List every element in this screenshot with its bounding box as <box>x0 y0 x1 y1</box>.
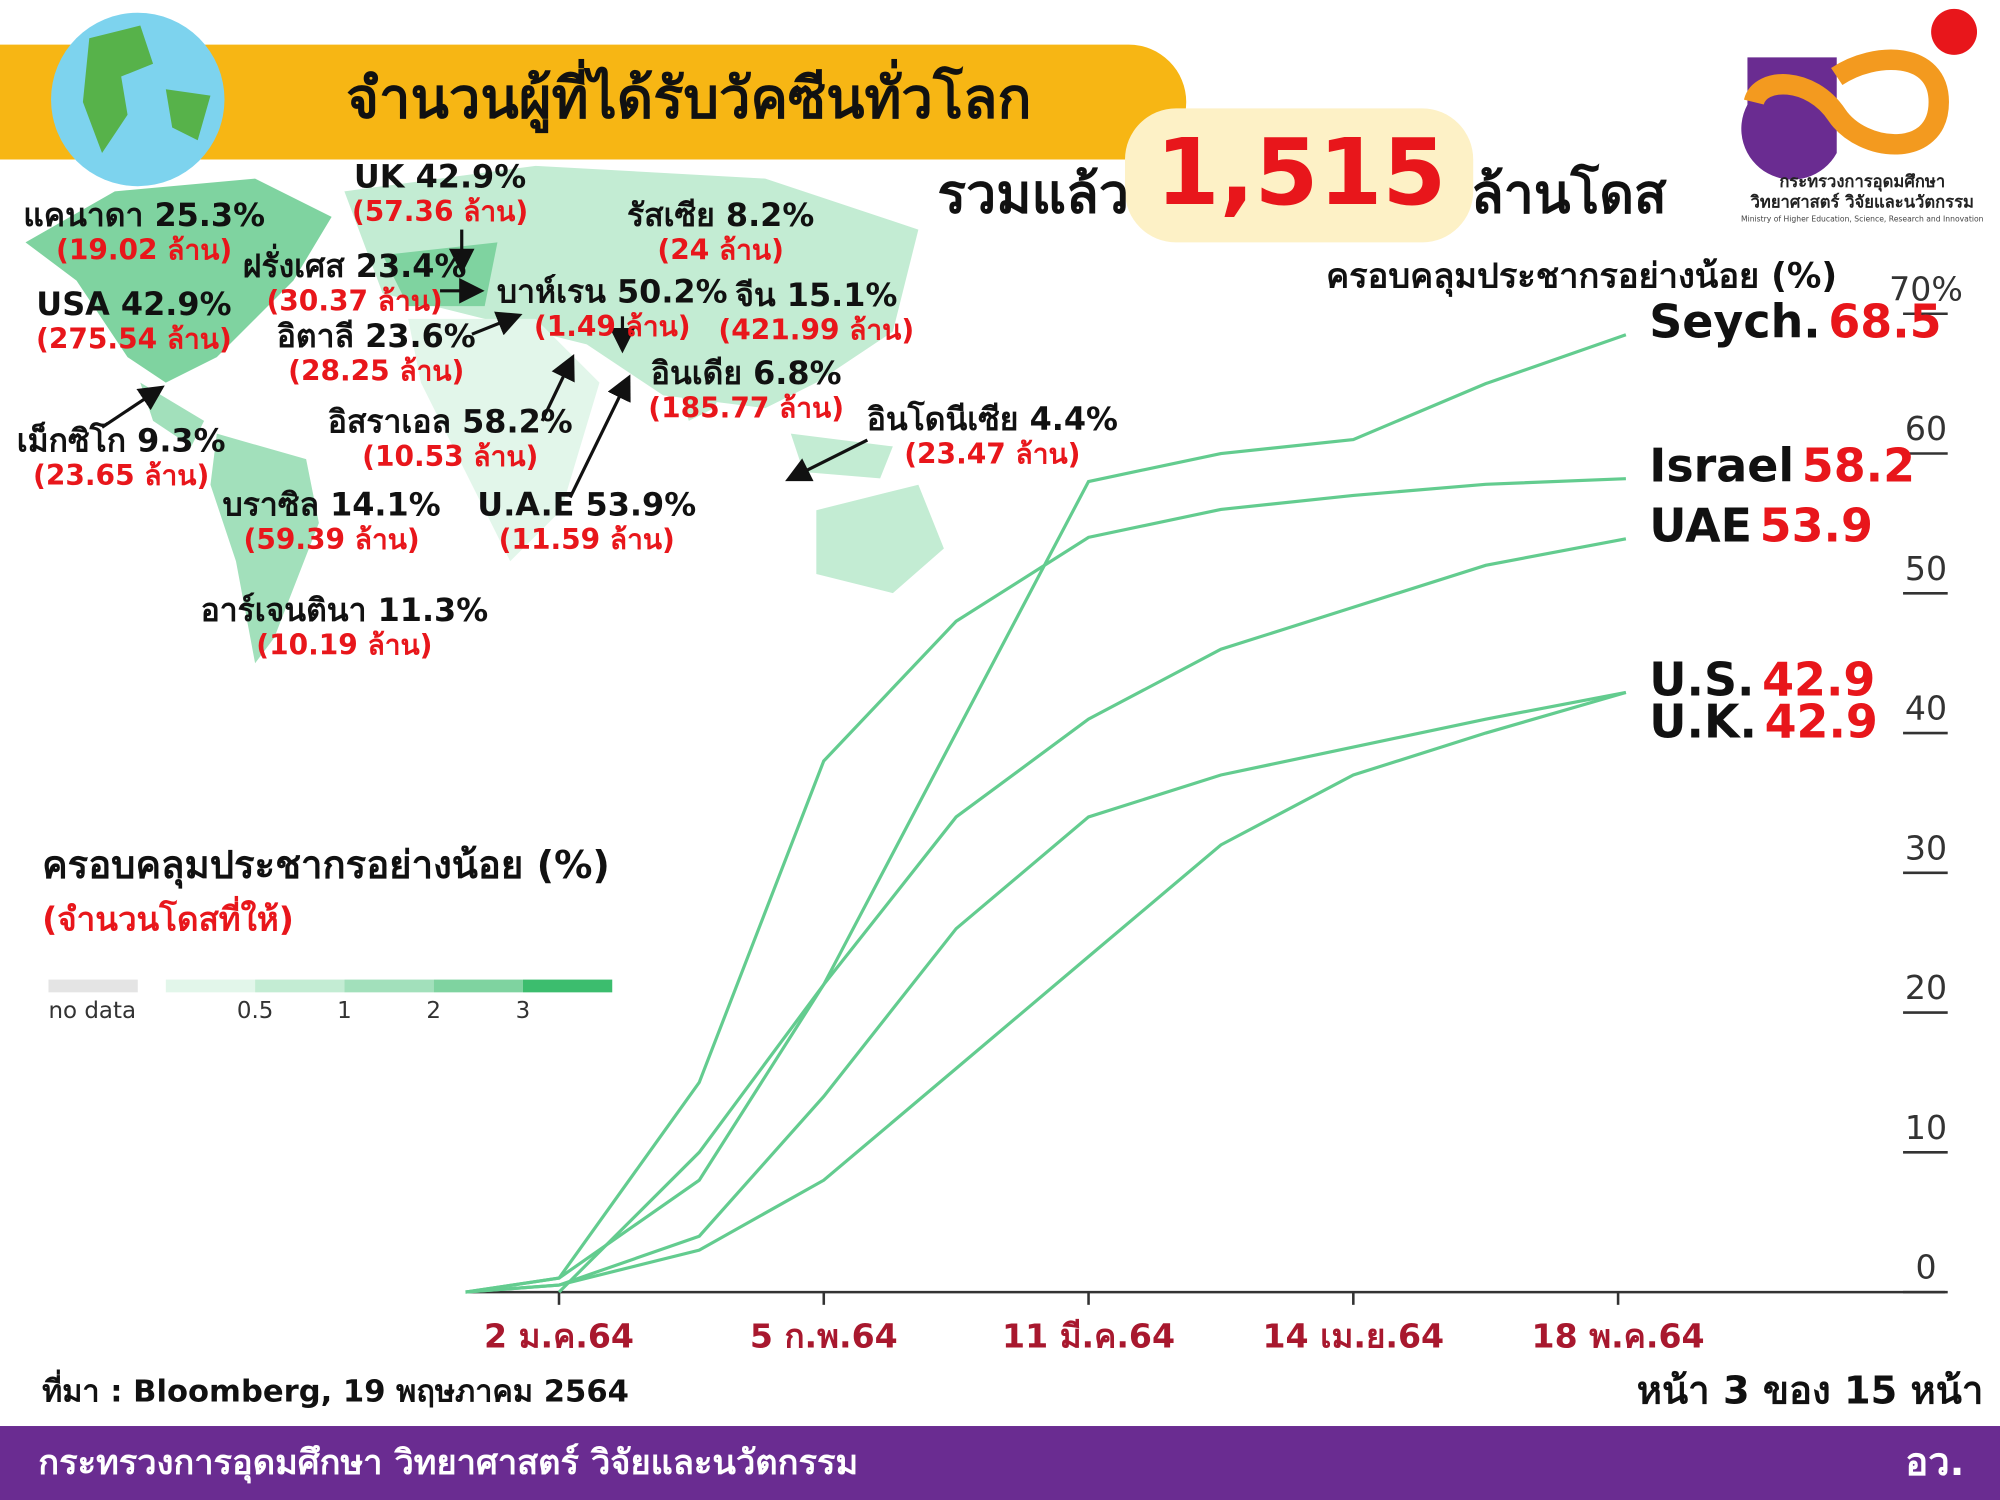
map-amount: (57.36 ล้าน) <box>352 195 528 228</box>
map-amount: (23.47 ล้าน) <box>904 437 1080 470</box>
map-label: อาร์เจนตินา 11.3% <box>201 591 489 629</box>
map-amount: (10.19 ล้าน) <box>256 629 432 662</box>
x-tick-label: 11 มี.ค.64 <box>1002 1317 1175 1356</box>
series-name: U.K. <box>1649 694 1757 748</box>
map-label: บาห์เรน 50.2% <box>497 272 728 310</box>
x-tick-label: 2 ม.ค.64 <box>484 1317 634 1356</box>
legend-tick-label: 1 <box>337 998 352 1024</box>
map-label: แคนาดา 25.3% <box>23 196 265 234</box>
series-line <box>465 690 1627 1294</box>
ministry: กระทรวงการอุดมศึกษา วิทยาศาสตร์ วิจัยและ… <box>38 1443 858 1484</box>
y-tick-label: 50 <box>1905 549 1947 588</box>
map-amount: (421.99 ล้าน) <box>718 314 914 347</box>
y-tick-label: 10 <box>1905 1108 1947 1147</box>
series-end-value: 58.2 <box>1802 438 1915 492</box>
logo <box>1741 8 1978 180</box>
map-label: อินเดีย 6.8% <box>651 354 842 392</box>
map-amount: (10.53 ล้าน) <box>362 440 538 473</box>
legend-tick-label: 0.5 <box>237 998 273 1024</box>
footer-band <box>0 1426 2000 1500</box>
series-line <box>465 537 1627 1294</box>
map-amount: (1.49 ล้าน) <box>534 310 691 343</box>
series-label: U.K. 42.9 <box>1649 694 1878 748</box>
legend-no-data-label: no data <box>48 998 136 1024</box>
series-label: U.S. 42.9 <box>1649 652 1875 706</box>
map-label: ฝรั่งเศส 23.4% <box>243 243 467 285</box>
map-amount: (185.77 ล้าน) <box>648 391 844 424</box>
page-number: หน้า 3 ของ 15 หน้า <box>1637 1368 1984 1413</box>
legend-tick-label: 2 <box>426 998 441 1024</box>
map-amount: (275.54 ล้าน) <box>36 323 232 356</box>
x-tick-label: 5 ก.พ.64 <box>750 1317 898 1356</box>
map-label: U.A.E 53.9% <box>477 485 696 523</box>
legend-swatch <box>344 979 434 993</box>
map-amount: (23.65 ล้าน) <box>33 459 209 492</box>
series-label: Israel 58.2 <box>1649 438 1915 492</box>
header-band <box>0 44 1187 160</box>
logo-text: วิทยาศาสตร์ วิจัยและนวัตกรรม <box>1750 192 1974 211</box>
series-label: Seych. 68.5 <box>1649 294 1941 348</box>
title: จำนวนผู้ที่ได้รับวัคซีนทั่วโลก <box>346 59 1031 134</box>
series-line <box>557 333 1627 1294</box>
map-amount: (30.37 ล้าน) <box>266 284 442 317</box>
total-box <box>1125 108 1474 243</box>
legend-swatch <box>433 979 523 993</box>
map-amount: (28.25 ล้าน) <box>288 354 464 387</box>
series-name: UAE <box>1649 498 1752 552</box>
y-axis-label: ครอบคลุมประชากรอย่างน้อย (%) <box>1326 257 1837 298</box>
series-name: U.S. <box>1649 652 1754 706</box>
series-end-value: 53.9 <box>1760 498 1873 552</box>
ministry-abbr: อว. <box>1905 1440 1964 1485</box>
map-label: อิตาลี 23.6% <box>277 317 476 355</box>
x-tick-label: 14 เม.ย.64 <box>1262 1317 1444 1356</box>
y-tick-label: 20 <box>1905 968 1947 1007</box>
map-label: UK 42.9% <box>354 158 526 196</box>
logo-text: กระทรวงการอุดมศึกษา <box>1779 172 1945 192</box>
y-tick-label: 40 <box>1905 689 1947 728</box>
map-amount: (19.02 ล้าน) <box>56 233 232 266</box>
legend-swatch <box>165 979 256 993</box>
total: 1,515 <box>1156 119 1446 226</box>
map-label: USA 42.9% <box>36 285 231 323</box>
series-name: Seych. <box>1649 294 1820 348</box>
legend-tick-label: 3 <box>516 998 531 1024</box>
series-name: Israel <box>1649 438 1794 492</box>
series-label: UAE 53.9 <box>1649 498 1873 552</box>
map-amount: (11.59 ล้าน) <box>499 523 675 556</box>
series-line <box>465 690 1627 1294</box>
map-amount: (24 ล้าน) <box>657 233 784 266</box>
map-label: เม็กซิโก 9.3% <box>17 421 226 460</box>
legend-subtitle: (จำนวนโดสที่ให้) <box>42 895 294 938</box>
y-tick-label: 60 <box>1905 409 1947 448</box>
logo-text: Ministry of Higher Education, Science, R… <box>1741 214 1984 223</box>
map-amount: (59.39 ล้าน) <box>244 523 420 556</box>
legend-title: ครอบคลุมประชากรอย่างน้อย (%) <box>42 843 610 889</box>
x-tick-label: 18 พ.ค.64 <box>1532 1317 1705 1356</box>
map-arrows <box>101 229 869 499</box>
map-label: บราซิล 14.1% <box>223 485 441 523</box>
source: ที่มา : Bloomberg, 19 พฤษภาคม 2564 <box>42 1369 629 1409</box>
globe-land <box>82 25 211 154</box>
series-line <box>465 477 1626 1294</box>
map-label: จีน 15.1% <box>735 276 897 314</box>
map-label: อินโดนีเซีย 4.4% <box>867 400 1118 438</box>
map-label: อิสราเอล 58.2% <box>328 402 573 440</box>
series-end-value: 68.5 <box>1828 294 1941 348</box>
map <box>25 165 944 664</box>
total-prefix: รวมแล้ว <box>937 162 1129 225</box>
series-end-value: 42.9 <box>1765 694 1878 748</box>
legend-swatch <box>522 979 613 993</box>
y-tick-label: 30 <box>1905 828 1947 867</box>
total-suffix: ล้านโดส <box>1471 162 1667 225</box>
legend-no-data <box>48 979 138 993</box>
y-tick-label: 70% <box>1889 269 1963 308</box>
legend-swatch <box>255 979 345 993</box>
map-label: รัสเซีย 8.2% <box>627 196 814 234</box>
series-end-value: 42.9 <box>1762 652 1875 706</box>
y-tick-label: 0 <box>1915 1248 1936 1287</box>
